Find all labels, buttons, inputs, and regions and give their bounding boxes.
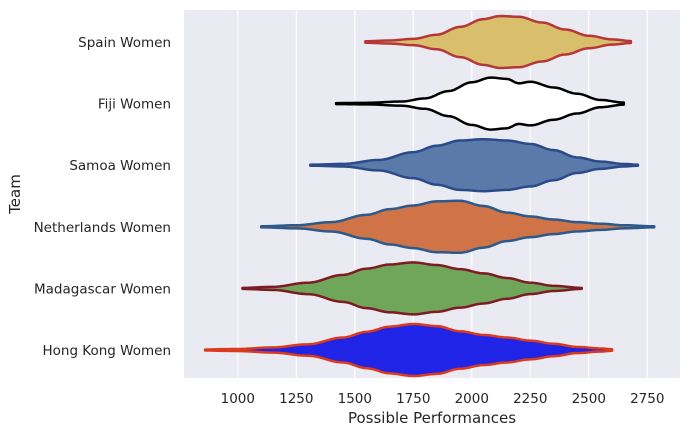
violins [203,14,656,378]
violin-madagascar-women [241,261,583,316]
x-tick-label: 2750 [630,391,664,407]
plot-background [184,10,680,378]
violin-spain-women [364,14,633,70]
y-tick-label: Madagascar Women [34,281,171,297]
y-axis-label: Team [6,174,24,215]
y-tick-label: Fiji Women [98,97,171,113]
y-tick-label: Netherlands Women [34,220,171,236]
x-tick-label: 2250 [513,391,547,407]
y-tick-label: Spain Women [78,35,171,51]
x-tick-label: 1500 [338,391,372,407]
grid-lines [237,10,648,378]
x-tick-label: 1750 [396,391,430,407]
y-tick-labels: Spain Women Fiji Women Samoa Women Netherla… [34,35,171,359]
x-tick-label: 2000 [455,391,489,407]
violin-netherlands-women [259,199,656,255]
y-tick-label: Hong Kong Women [42,343,171,359]
violin-fiji-women [334,76,626,131]
violin-hong-kong-women [203,322,614,378]
x-tick-label: 2500 [572,391,606,407]
x-axis-label: Possible Performances [348,409,516,427]
x-tick-label: 1250 [279,391,313,407]
violin-samoa-women [309,137,640,193]
x-tick-labels: 1000 1250 1500 1750 2000 2250 2500 2750 [221,391,665,407]
x-tick-label: 1000 [221,391,255,407]
y-tick-label: Samoa Women [69,158,171,174]
